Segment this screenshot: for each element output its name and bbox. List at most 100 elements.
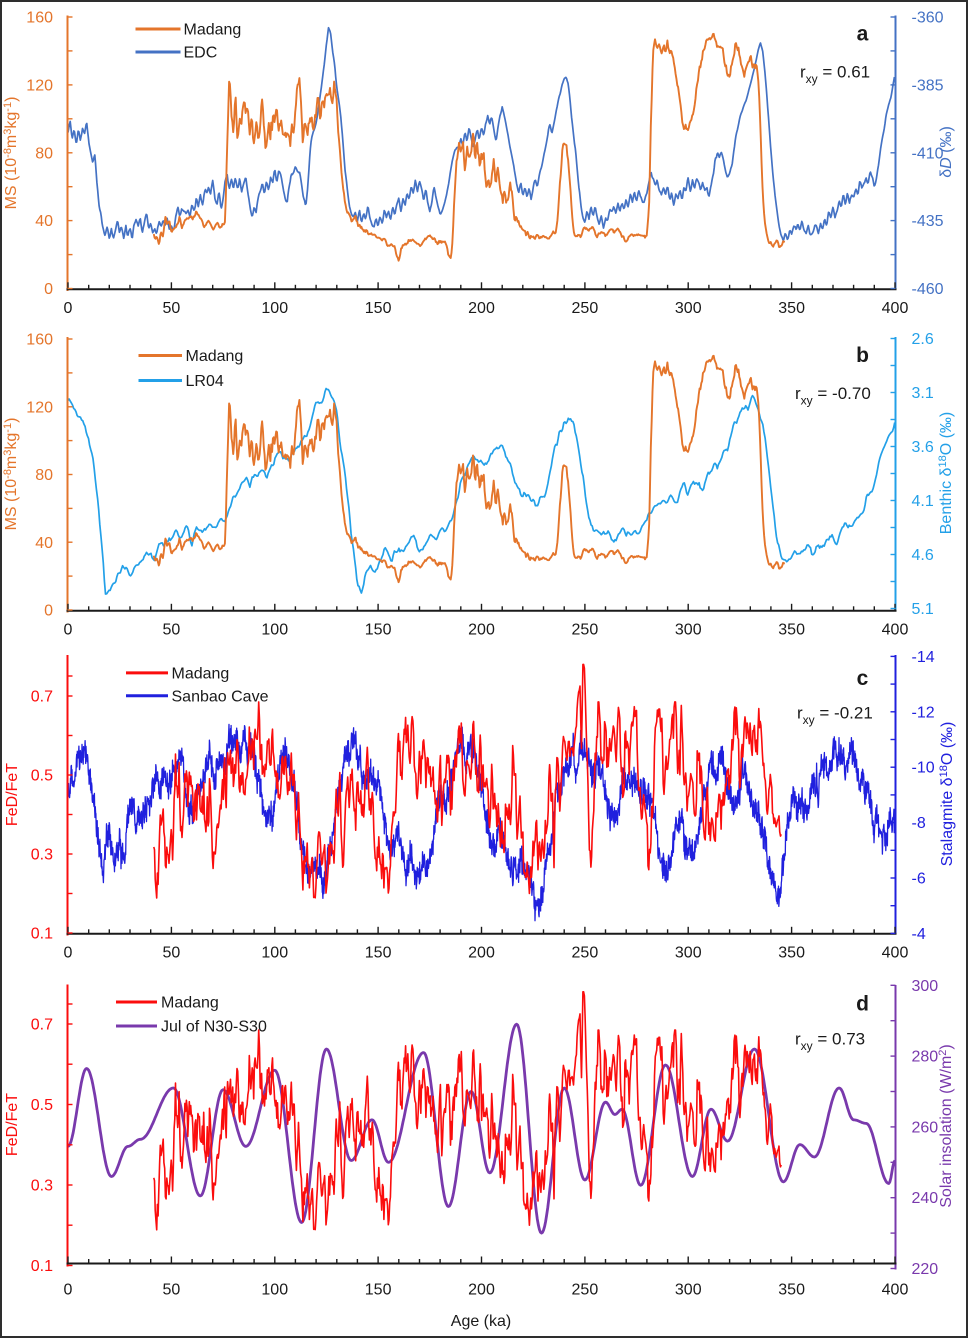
svg-text:rxy = 0.61: rxy = 0.61 <box>800 63 870 87</box>
svg-text:80: 80 <box>35 145 53 162</box>
svg-text:4.1: 4.1 <box>912 493 934 510</box>
svg-text:Sanbao Cave: Sanbao Cave <box>172 688 269 705</box>
svg-text:0.5: 0.5 <box>31 768 53 785</box>
svg-text:-14: -14 <box>912 649 935 666</box>
svg-text:350: 350 <box>778 945 805 962</box>
svg-text:Jul of N30-S30: Jul of N30-S30 <box>161 1019 267 1036</box>
svg-text:40: 40 <box>35 213 53 230</box>
svg-text:400: 400 <box>882 945 909 962</box>
svg-text:0: 0 <box>44 603 53 620</box>
svg-text:-410: -410 <box>912 145 944 162</box>
svg-text:0: 0 <box>64 1282 73 1299</box>
svg-text:50: 50 <box>162 945 180 962</box>
svg-text:-4: -4 <box>912 926 926 943</box>
svg-text:rxy = -0.70: rxy = -0.70 <box>795 384 871 408</box>
svg-text:-6: -6 <box>912 871 926 888</box>
svg-text:400: 400 <box>882 1282 909 1299</box>
svg-text:40: 40 <box>35 535 53 552</box>
svg-text:3.1: 3.1 <box>912 385 934 402</box>
svg-text:Madang: Madang <box>161 995 219 1012</box>
svg-text:50: 50 <box>162 300 180 317</box>
svg-text:240: 240 <box>912 1190 939 1207</box>
svg-text:350: 350 <box>778 622 805 639</box>
svg-text:50: 50 <box>162 622 180 639</box>
svg-text:300: 300 <box>912 978 939 995</box>
svg-text:50: 50 <box>162 1282 180 1299</box>
svg-text:-12: -12 <box>912 704 935 721</box>
svg-text:200: 200 <box>468 945 495 962</box>
svg-text:0.3: 0.3 <box>31 1178 53 1195</box>
svg-text:δD (‰): δD (‰) <box>938 126 955 178</box>
svg-text:MS (10-8m3kg-1): MS (10-8m3kg-1) <box>2 97 20 210</box>
svg-text:0.1: 0.1 <box>31 926 53 943</box>
svg-text:-460: -460 <box>912 281 944 298</box>
svg-text:160: 160 <box>26 332 53 349</box>
svg-text:100: 100 <box>261 622 288 639</box>
svg-text:150: 150 <box>365 300 392 317</box>
svg-text:Stalagmite δ18O (‰): Stalagmite δ18O (‰) <box>938 722 956 867</box>
svg-text:Madang: Madang <box>172 665 230 682</box>
svg-text:Solar insolation (W/m2): Solar insolation (W/m2) <box>937 1044 955 1208</box>
svg-text:FeD/FeT: FeD/FeT <box>4 1093 21 1156</box>
svg-text:0.7: 0.7 <box>31 1017 53 1034</box>
svg-text:200: 200 <box>468 300 495 317</box>
svg-text:250: 250 <box>572 945 599 962</box>
svg-text:150: 150 <box>365 622 392 639</box>
svg-text:LR04: LR04 <box>186 373 224 390</box>
svg-text:220: 220 <box>912 1261 939 1278</box>
svg-text:300: 300 <box>675 300 702 317</box>
svg-text:b: b <box>856 344 869 367</box>
svg-text:-10: -10 <box>912 760 935 777</box>
svg-text:300: 300 <box>675 1282 702 1299</box>
svg-text:Madang: Madang <box>184 22 242 39</box>
svg-text:0.1: 0.1 <box>31 1258 53 1275</box>
svg-text:160: 160 <box>26 10 53 27</box>
svg-text:-385: -385 <box>912 77 944 94</box>
svg-text:280: 280 <box>912 1049 939 1066</box>
svg-text:EDC: EDC <box>184 45 218 62</box>
svg-text:250: 250 <box>572 1282 599 1299</box>
svg-text:-360: -360 <box>912 10 944 27</box>
svg-text:Madang: Madang <box>186 348 244 365</box>
svg-text:120: 120 <box>26 77 53 94</box>
svg-text:a: a <box>857 23 869 46</box>
svg-text:-8: -8 <box>912 815 926 832</box>
svg-text:350: 350 <box>778 1282 805 1299</box>
svg-text:MS (10-8m3kg-1): MS (10-8m3kg-1) <box>2 418 20 531</box>
svg-text:d: d <box>856 993 869 1016</box>
svg-text:rxy = -0.21: rxy = -0.21 <box>797 704 873 728</box>
svg-text:200: 200 <box>468 1282 495 1299</box>
svg-text:260: 260 <box>912 1119 939 1136</box>
svg-text:2.6: 2.6 <box>912 331 934 348</box>
svg-text:80: 80 <box>35 467 53 484</box>
svg-text:0.3: 0.3 <box>31 847 53 864</box>
svg-text:250: 250 <box>572 300 599 317</box>
svg-text:150: 150 <box>365 1282 392 1299</box>
svg-text:c: c <box>857 667 869 690</box>
svg-text:0.7: 0.7 <box>31 689 53 706</box>
svg-text:FeD/FeT: FeD/FeT <box>4 763 21 826</box>
svg-text:300: 300 <box>675 622 702 639</box>
svg-text:0: 0 <box>64 945 73 962</box>
svg-text:4.6: 4.6 <box>912 547 934 564</box>
svg-text:120: 120 <box>26 399 53 416</box>
svg-text:-435: -435 <box>912 213 944 230</box>
svg-text:rxy = 0.73: rxy = 0.73 <box>795 1030 865 1054</box>
svg-text:400: 400 <box>882 622 909 639</box>
svg-text:Age (ka): Age (ka) <box>451 1313 511 1330</box>
svg-text:100: 100 <box>261 945 288 962</box>
svg-text:Benthic δ18O (‰): Benthic δ18O (‰) <box>937 412 955 535</box>
svg-text:5.1: 5.1 <box>912 601 934 618</box>
svg-text:3.6: 3.6 <box>912 439 934 456</box>
svg-text:200: 200 <box>468 622 495 639</box>
svg-text:0: 0 <box>44 281 53 298</box>
svg-text:350: 350 <box>778 300 805 317</box>
svg-text:150: 150 <box>365 945 392 962</box>
svg-text:400: 400 <box>882 300 909 317</box>
svg-text:100: 100 <box>261 1282 288 1299</box>
svg-text:0: 0 <box>64 300 73 317</box>
svg-text:300: 300 <box>675 945 702 962</box>
svg-text:0: 0 <box>64 622 73 639</box>
svg-text:100: 100 <box>261 300 288 317</box>
svg-text:250: 250 <box>572 622 599 639</box>
